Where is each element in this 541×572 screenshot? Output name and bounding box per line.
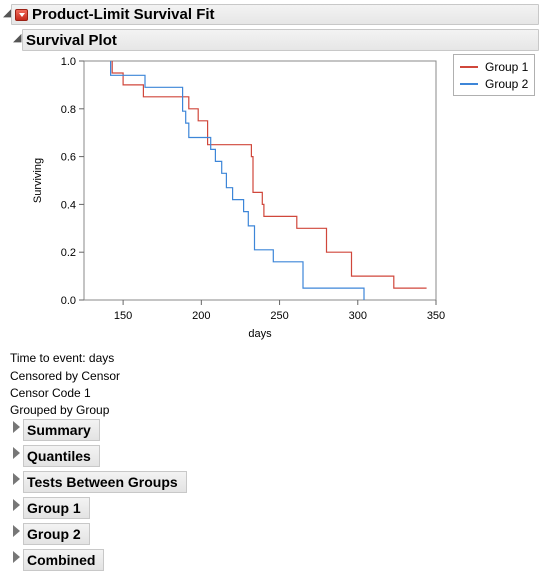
section-label: Summary bbox=[27, 422, 91, 438]
info-grouped-by: Grouped by Group bbox=[10, 403, 110, 417]
section-label: Combined bbox=[27, 552, 96, 568]
y-tick-label: 0.8 bbox=[61, 104, 76, 116]
info-censor-code: Censor Code 1 bbox=[10, 386, 91, 400]
y-tick-label: 0.0 bbox=[61, 295, 76, 307]
section-summary[interactable]: Summary bbox=[23, 419, 100, 441]
section-label: Tests Between Groups bbox=[27, 474, 178, 490]
section-quantiles[interactable]: Quantiles bbox=[23, 445, 100, 467]
x-tick-label: 300 bbox=[349, 310, 367, 322]
section-label: Quantiles bbox=[27, 448, 91, 464]
x-tick-label: 250 bbox=[270, 310, 288, 322]
section-label: Group 1 bbox=[27, 500, 81, 516]
red-triangle-menu-icon[interactable] bbox=[15, 8, 28, 21]
series-line-group-2 bbox=[109, 61, 365, 300]
x-tick-label: 200 bbox=[192, 310, 210, 322]
triangle-closed-icon[interactable] bbox=[13, 551, 20, 563]
legend-swatch-group-1 bbox=[460, 66, 478, 68]
section-combined[interactable]: Combined bbox=[23, 549, 105, 571]
report-title: Product-Limit Survival Fit bbox=[32, 6, 215, 23]
disclosure-open-icon[interactable]: ◢ bbox=[13, 32, 22, 44]
y-axis-label: Surviving bbox=[32, 158, 44, 203]
report-header: Product-Limit Survival Fit bbox=[11, 4, 539, 25]
x-tick-label: 150 bbox=[114, 310, 132, 322]
chart-legend: Group 1 Group 2 bbox=[453, 54, 535, 96]
y-tick-label: 1.0 bbox=[61, 56, 76, 68]
y-tick-label: 0.2 bbox=[61, 247, 76, 259]
legend-swatch-group-2 bbox=[460, 83, 478, 85]
legend-item-group-1: Group 1 bbox=[460, 60, 528, 74]
y-tick-label: 0.4 bbox=[61, 199, 76, 211]
section-label: Group 2 bbox=[27, 526, 81, 542]
survival-plot: 0.0 0.2 0.4 0.6 0.8 1.0 150 200 250 300 350 days Sur… bbox=[32, 56, 445, 340]
y-tick-label: 0.6 bbox=[61, 152, 76, 164]
section-tests-between-groups[interactable]: Tests Between Groups bbox=[23, 471, 187, 493]
triangle-closed-icon[interactable] bbox=[13, 447, 20, 459]
info-time-to-event: Time to event: days bbox=[10, 351, 115, 365]
plot-title: Survival Plot bbox=[26, 31, 117, 49]
survival-plot-header[interactable]: Survival Plot bbox=[22, 29, 539, 51]
section-group-1[interactable]: Group 1 bbox=[23, 497, 90, 519]
triangle-closed-icon[interactable] bbox=[13, 421, 20, 433]
series-line-group-1 bbox=[111, 61, 427, 289]
disclosure-open-icon[interactable]: ◢ bbox=[3, 7, 12, 19]
triangle-closed-icon[interactable] bbox=[13, 499, 20, 511]
triangle-closed-icon[interactable] bbox=[13, 473, 20, 485]
plot-frame bbox=[83, 60, 437, 301]
info-censored-by: Censored by Censor bbox=[10, 369, 121, 383]
legend-label-group-2: Group 2 bbox=[485, 77, 529, 91]
legend-label-group-1: Group 1 bbox=[485, 60, 529, 74]
x-axis-label: days bbox=[248, 328, 272, 340]
section-group-2[interactable]: Group 2 bbox=[23, 523, 90, 545]
triangle-closed-icon[interactable] bbox=[13, 525, 20, 537]
legend-item-group-2: Group 2 bbox=[460, 77, 528, 91]
x-tick-label: 350 bbox=[427, 310, 445, 322]
